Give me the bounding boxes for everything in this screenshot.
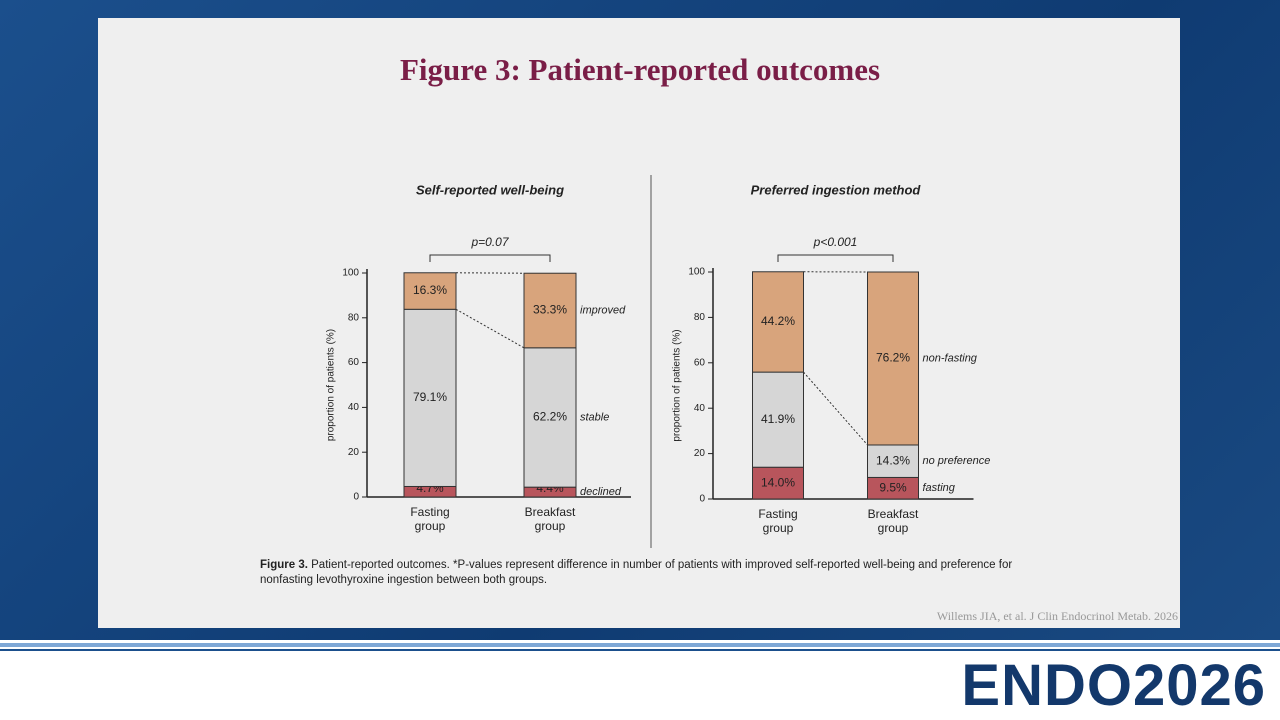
value-label: 76.2% (876, 351, 910, 365)
citation: Willems JIA, et al. J Clin Endocrinol Me… (936, 609, 1178, 623)
x-tick-label: Fasting group (410, 505, 450, 533)
y-tick-label: 80 (348, 312, 360, 323)
bar-segment (403, 308, 457, 487)
value-label: 44.2% (761, 314, 795, 328)
y-tick-label: 60 (348, 357, 360, 368)
value-label: 9.5% (879, 480, 907, 494)
logo: ENDO2026 (961, 653, 1266, 718)
series-label: improved (580, 304, 626, 316)
bracket (429, 254, 551, 262)
x-tick-label: Fasting group (758, 507, 798, 535)
y-tick-label: 60 (694, 357, 706, 368)
value-label: 14.0% (761, 475, 795, 489)
bar-segment (752, 271, 804, 373)
slide-panel (98, 18, 1180, 628)
y-tick-label: 0 (699, 494, 705, 505)
value-label: 41.9% (761, 412, 795, 426)
caption-label: Figure 3. (260, 559, 308, 571)
y-tick-label: 40 (694, 403, 706, 414)
y-tick-label: 0 (353, 492, 359, 503)
series-label: stable (580, 411, 609, 423)
divider (0, 649, 1280, 651)
value-label: 14.3% (876, 453, 910, 467)
value-label: 62.2% (533, 410, 567, 424)
caption: Figure 3. Patient-reported outcomes. *P-… (260, 558, 1050, 588)
bar-segment (867, 271, 919, 446)
y-tick-label: 20 (694, 448, 706, 459)
bar-segment (403, 272, 457, 310)
value-label: 16.3% (413, 283, 447, 297)
y-tick-label: 100 (688, 267, 705, 278)
series-label: fasting (923, 482, 956, 494)
y-tick-label: 20 (348, 447, 360, 458)
y-tick-label: 100 (342, 268, 359, 279)
chart-title: Self-reported well-being (416, 182, 564, 197)
bar-segment (867, 444, 919, 478)
value-label: 33.3% (533, 303, 567, 317)
y-tick-label: 40 (348, 402, 360, 413)
annotation: p=0.07 (470, 235, 509, 249)
value-label: 79.1% (413, 390, 447, 404)
divider (0, 643, 1280, 647)
bracket (777, 254, 894, 262)
x-tick-label: Breakfast group (524, 505, 576, 533)
bar-segment (752, 466, 804, 500)
series-label: declined (580, 486, 622, 498)
caption-text: Patient-reported outcomes. *P-values rep… (260, 559, 1013, 586)
y-axis-label: proportion of patients (%) (672, 329, 683, 441)
annotation: p<0.001 (813, 235, 858, 249)
y-tick-label: 80 (694, 312, 706, 323)
y-axis-label: proportion of patients (%) (326, 329, 337, 441)
series-label: non-fasting (923, 352, 978, 364)
slide-title: Figure 3: Patient-reported outcomes (399, 52, 881, 87)
bar-segment (523, 347, 577, 488)
bar-segment (523, 272, 577, 349)
x-tick-label: Breakfast group (867, 507, 919, 535)
connector (803, 371, 868, 446)
connector (455, 308, 525, 349)
chart-title: Preferred ingestion method (751, 182, 922, 197)
series-label: no preference (923, 455, 991, 467)
bar-segment (752, 371, 804, 468)
